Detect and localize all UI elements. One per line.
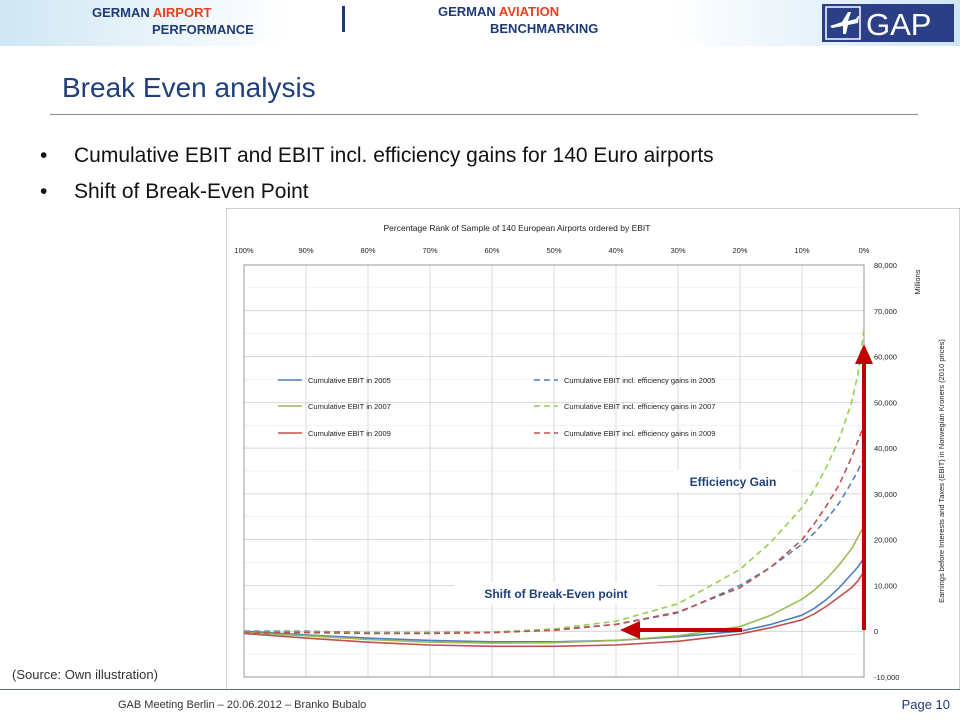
efficiency-gain-label-bg <box>673 470 793 492</box>
series-line-3 <box>243 525 865 644</box>
break-even-label-bg <box>454 582 658 604</box>
y-tick-label: 80,000 <box>874 261 897 270</box>
x-tick-label: 40% <box>608 246 623 255</box>
legend-label-1: Cumulative EBIT in 2005 <box>308 376 391 385</box>
y-tick-label: 30,000 <box>874 490 897 499</box>
y-tick-label: 40,000 <box>874 444 897 453</box>
footer-divider <box>0 689 960 690</box>
chart-legend: Cumulative EBIT in 2005 Cumulative EBIT i… <box>278 376 715 438</box>
legend-label-5: Cumulative EBIT in 2009 <box>308 429 391 438</box>
x-tick-label: 100% <box>234 246 254 255</box>
x-tick-label: 80% <box>360 246 375 255</box>
bullet-item-1: • Cumulative EBIT and EBIT incl. efficien… <box>40 144 714 168</box>
y-axis-label: Earnings before Interests and Taxes (EBI… <box>937 339 946 603</box>
chart-title: Percentage Rank of Sample of 140 Europea… <box>384 223 651 233</box>
page-number: Page 10 <box>901 697 950 712</box>
x-tick-label: 30% <box>670 246 685 255</box>
plane-icon <box>830 12 859 34</box>
series-line-6 <box>243 424 865 635</box>
break-even-shift-arrowhead <box>620 621 640 639</box>
efficiency-gain-arrowhead <box>855 344 873 364</box>
legend-label-4: Cumulative EBIT incl. efficiency gains i… <box>564 402 715 411</box>
x-tick-label: 70% <box>422 246 437 255</box>
header-band: GERMAN AIRPORT PERFORMANCE GERMAN AVIATI… <box>0 0 960 46</box>
x-tick-label: 0% <box>859 246 870 255</box>
header-separator <box>342 6 345 32</box>
x-tick-label: 10% <box>794 246 809 255</box>
title-divider <box>50 114 918 115</box>
legend-label-3: Cumulative EBIT in 2007 <box>308 402 391 411</box>
gap-logo-graphic: GAP <box>825 6 931 42</box>
break-even-chart: Percentage Rank of Sample of 140 Europea… <box>226 208 960 690</box>
bullet-text-1: Cumulative EBIT and EBIT incl. efficienc… <box>74 144 714 167</box>
header-right-prefix: GERMAN <box>438 4 496 19</box>
bullet-dot: • <box>40 144 48 167</box>
chart-frame <box>226 208 960 690</box>
bullet-text-2: Shift of Break-Even Point <box>74 180 309 203</box>
y-tick-label: -10,000 <box>874 673 899 682</box>
header-left-prefix: GERMAN <box>92 5 150 20</box>
legend-label-2: Cumulative EBIT incl. efficiency gains i… <box>564 376 715 385</box>
header-left-line2: PERFORMANCE <box>152 22 254 37</box>
x-tick-label: 60% <box>484 246 499 255</box>
gap-logo: GAP <box>822 4 954 42</box>
source-note: (Source: Own illustration) <box>12 667 158 682</box>
header-left-title: GERMAN AIRPORT <box>92 5 211 20</box>
bullet-dot: • <box>40 180 48 203</box>
header-right-line2: BENCHMARKING <box>490 21 599 36</box>
legend-label-6: Cumulative EBIT incl. efficiency gains i… <box>564 429 715 438</box>
bullet-item-2: • Shift of Break-Even Point <box>40 180 309 204</box>
x-tick-label: 20% <box>732 246 747 255</box>
y-tick-label: 10,000 <box>874 581 897 590</box>
header-right-title: GERMAN AVIATION <box>438 4 559 19</box>
break-even-label: Shift of Break-Even point <box>484 587 627 601</box>
header-right-highlight: AVIATION <box>498 4 560 19</box>
page-title: Break Even analysis <box>62 72 316 103</box>
logo-text: GAP <box>866 7 931 42</box>
y-unit-label: Millions <box>913 269 922 294</box>
x-tick-labels: 100% 90% 80% 70% 60% 50% 40% 30% 20% 10% 0% <box>234 246 869 255</box>
efficiency-gain-label: Efficiency Gain <box>690 475 777 489</box>
y-tick-labels: 80,000 70,000 60,000 50,000 40,000 30,000 20,0… <box>874 261 899 682</box>
y-tick-label: 20,000 <box>874 536 897 545</box>
y-tick-label: 60,000 <box>874 353 897 362</box>
y-tick-label: 0 <box>874 627 878 636</box>
y-tick-label: 70,000 <box>874 307 897 316</box>
header-left-highlight: AIRPORT <box>152 5 212 20</box>
footer-text: GAB Meeting Berlin – 20.06.2012 – Branko… <box>118 699 367 711</box>
plane-icon-frame <box>825 6 861 40</box>
y-tick-label: 50,000 <box>874 398 897 407</box>
x-tick-label: 50% <box>546 246 561 255</box>
series-line-5 <box>243 571 865 648</box>
x-tick-label: 90% <box>298 246 313 255</box>
